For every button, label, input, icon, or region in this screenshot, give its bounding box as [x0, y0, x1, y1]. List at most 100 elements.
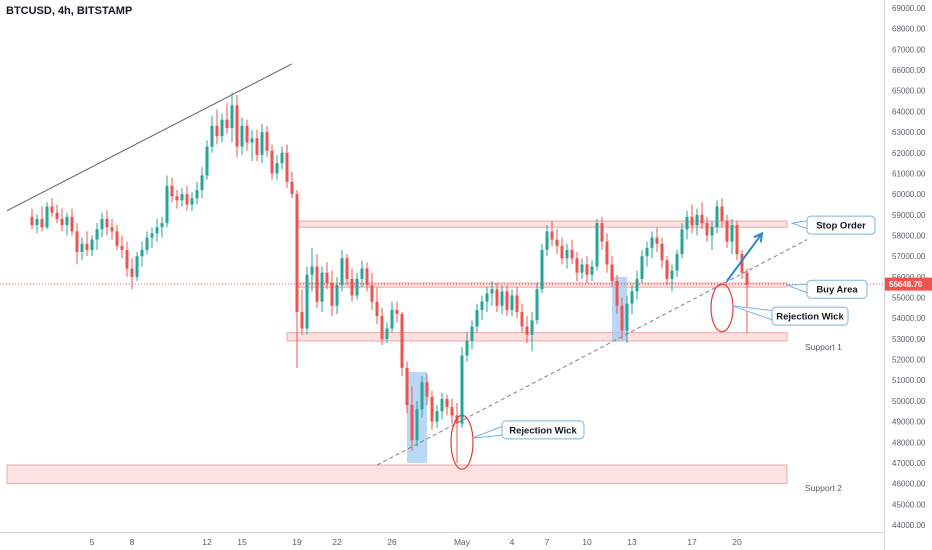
candle[interactable]: [690, 204, 694, 234]
candle[interactable]: [685, 210, 689, 240]
candle[interactable]: [165, 175, 169, 228]
candle[interactable]: [315, 254, 319, 308]
candle[interactable]: [390, 301, 394, 333]
candle[interactable]: [110, 218, 114, 240]
candle[interactable]: [460, 347, 464, 428]
candle[interactable]: [75, 223, 79, 265]
candle[interactable]: [440, 392, 444, 420]
candle[interactable]: [475, 303, 479, 333]
candle[interactable]: [235, 94, 239, 157]
candle[interactable]: [700, 202, 704, 230]
candle[interactable]: [520, 303, 524, 333]
candle[interactable]: [130, 258, 134, 290]
candle[interactable]: [385, 322, 389, 344]
candle[interactable]: [455, 402, 459, 463]
candle[interactable]: [335, 276, 339, 315]
candle[interactable]: [570, 239, 574, 265]
candle[interactable]: [285, 144, 289, 188]
candle[interactable]: [330, 270, 334, 317]
candle[interactable]: [600, 216, 604, 250]
candle[interactable]: [310, 247, 314, 292]
candle[interactable]: [485, 287, 489, 312]
candle[interactable]: [205, 140, 209, 180]
candle[interactable]: [505, 285, 509, 317]
candle[interactable]: [260, 123, 264, 164]
price-axis[interactable]: 44000.00 45000.00 46000.00 47000.00 48000.00…: [884, 0, 932, 550]
candle[interactable]: [280, 146, 284, 170]
candle[interactable]: [270, 144, 274, 180]
candle[interactable]: [725, 214, 729, 248]
candle[interactable]: [120, 235, 124, 259]
candle[interactable]: [655, 227, 659, 253]
candle[interactable]: [240, 117, 244, 155]
candle[interactable]: [185, 185, 189, 211]
candle[interactable]: [150, 227, 154, 248]
candle[interactable]: [170, 177, 174, 203]
candle[interactable]: [740, 249, 744, 279]
candle[interactable]: [745, 268, 749, 333]
candle[interactable]: [405, 361, 409, 414]
candle[interactable]: [95, 223, 99, 250]
candle[interactable]: [550, 221, 554, 246]
candle[interactable]: [500, 285, 504, 315]
candle[interactable]: [115, 225, 119, 250]
candle[interactable]: [125, 241, 129, 277]
candle[interactable]: [105, 210, 109, 236]
candle[interactable]: [340, 249, 344, 292]
candle[interactable]: [640, 249, 644, 284]
candle[interactable]: [230, 92, 234, 143]
candle[interactable]: [710, 221, 714, 250]
candle[interactable]: [635, 270, 639, 300]
candle[interactable]: [555, 229, 559, 255]
candle[interactable]: [610, 256, 614, 288]
candle[interactable]: [90, 235, 94, 257]
candle[interactable]: [735, 221, 739, 261]
candle[interactable]: [670, 264, 674, 292]
candle[interactable]: [630, 285, 634, 315]
candle[interactable]: [100, 212, 104, 238]
candle[interactable]: [160, 216, 164, 238]
candle[interactable]: [525, 316, 529, 344]
candle[interactable]: [35, 214, 39, 234]
candle[interactable]: [590, 260, 594, 281]
candle[interactable]: [615, 274, 619, 315]
candle[interactable]: [465, 332, 469, 362]
candle[interactable]: [605, 233, 609, 273]
candle[interactable]: [305, 266, 309, 335]
candle[interactable]: [295, 189, 299, 368]
candle[interactable]: [380, 307, 384, 346]
candle[interactable]: [730, 218, 734, 255]
candle[interactable]: [355, 272, 359, 300]
candle[interactable]: [425, 374, 429, 406]
candle[interactable]: [360, 260, 364, 288]
candle[interactable]: [320, 266, 324, 312]
candle[interactable]: [580, 258, 584, 279]
candle[interactable]: [190, 192, 194, 211]
candle[interactable]: [430, 390, 434, 430]
candle[interactable]: [650, 231, 654, 259]
candle[interactable]: [265, 125, 269, 157]
candle[interactable]: [395, 301, 399, 323]
candle[interactable]: [375, 287, 379, 325]
candle[interactable]: [480, 295, 484, 321]
candle[interactable]: [575, 252, 579, 281]
candle[interactable]: [565, 243, 569, 269]
candle[interactable]: [195, 181, 199, 205]
candle[interactable]: [70, 208, 74, 236]
candle[interactable]: [490, 280, 494, 306]
candle[interactable]: [155, 218, 159, 242]
candle[interactable]: [645, 241, 649, 267]
candle[interactable]: [290, 171, 294, 199]
candle[interactable]: [210, 115, 214, 153]
candle[interactable]: [595, 218, 599, 271]
candle[interactable]: [415, 400, 419, 447]
candle[interactable]: [540, 243, 544, 294]
candle[interactable]: [445, 394, 449, 416]
candle[interactable]: [180, 187, 184, 207]
candle[interactable]: [245, 119, 249, 151]
candle[interactable]: [40, 206, 44, 232]
candle[interactable]: [300, 289, 304, 335]
candle[interactable]: [660, 237, 664, 269]
candle[interactable]: [410, 386, 414, 451]
